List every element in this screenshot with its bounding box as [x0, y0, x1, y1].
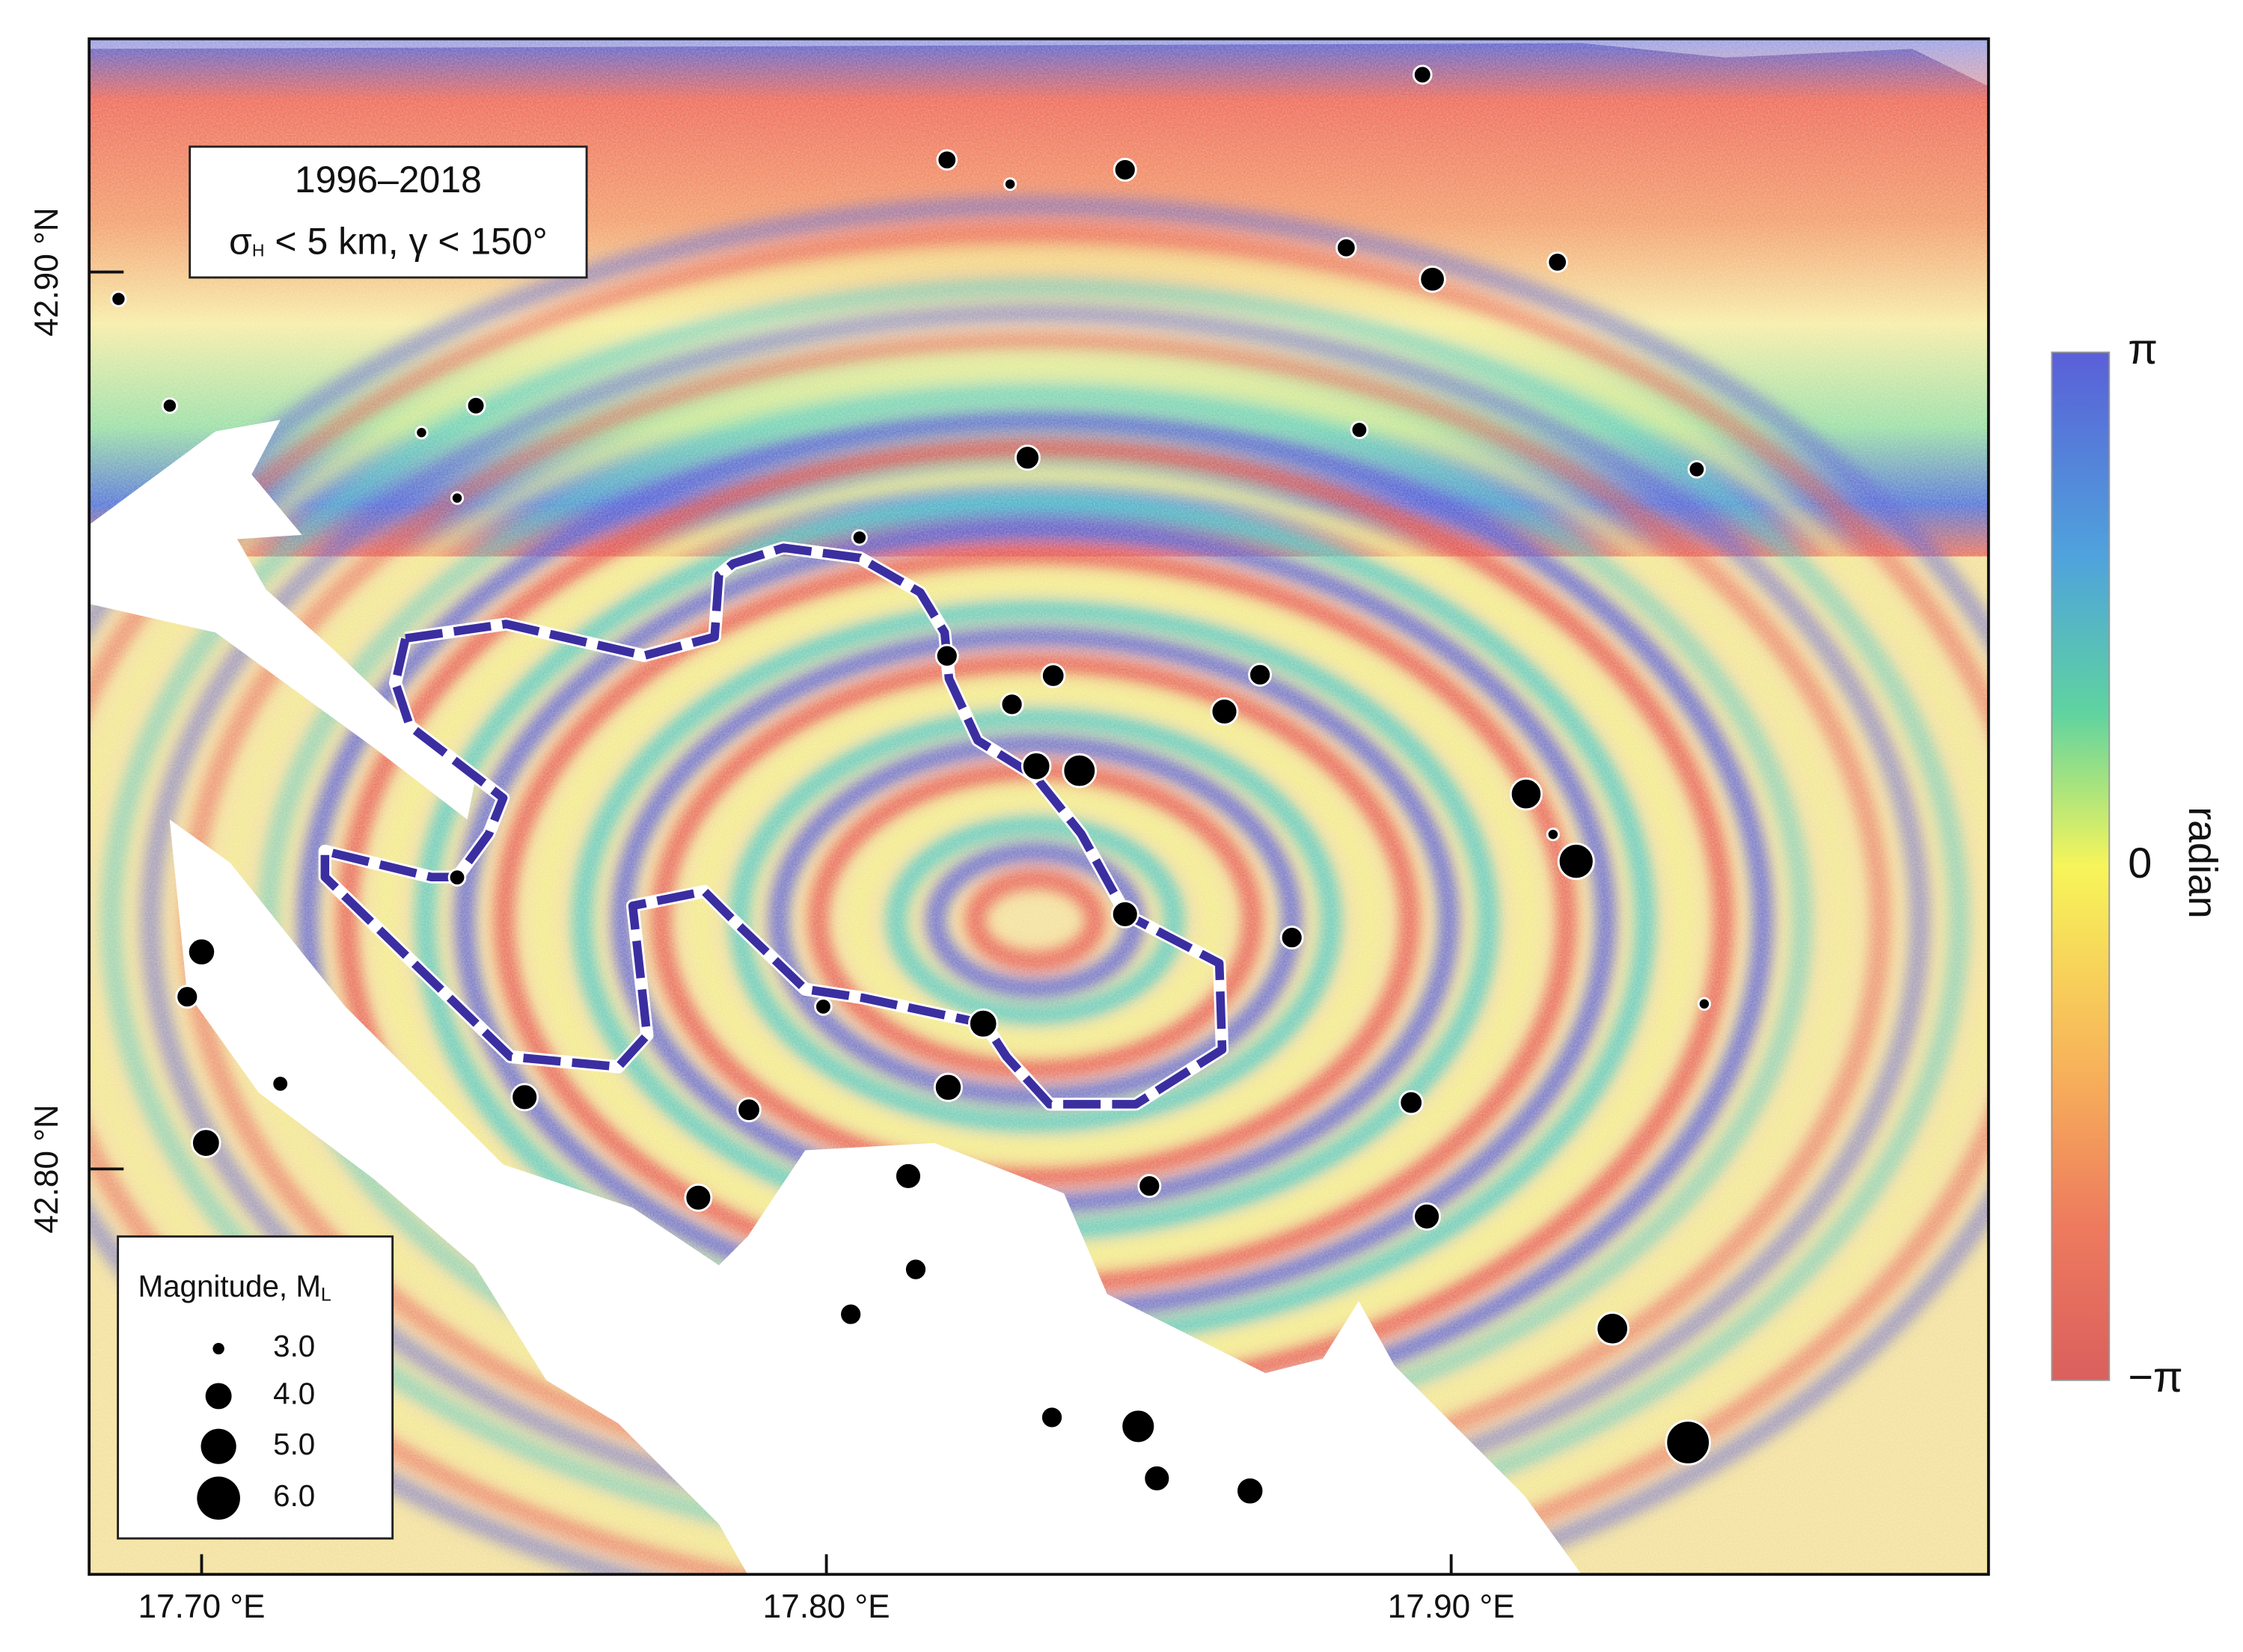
criteria-text: < 5 km, γ < 150° [265, 221, 548, 263]
interferogram [89, 38, 1989, 1575]
map-frame [88, 37, 1990, 1576]
earthquake [1000, 692, 1024, 717]
colorbar-label: radian [2180, 807, 2225, 919]
earthquake [175, 985, 200, 1009]
earthquake [1120, 1408, 1157, 1445]
earthquake [1335, 236, 1357, 259]
legend-label: 4.0 [273, 1377, 315, 1411]
earthquake [684, 1183, 713, 1212]
earthquake [1687, 460, 1707, 479]
earthquake [967, 1008, 999, 1039]
earthquake [934, 643, 959, 668]
earthquake [1350, 420, 1369, 439]
earthquake [1110, 899, 1139, 929]
colorbar-tick-label: −π [2128, 1353, 2182, 1401]
earthquake [1419, 265, 1446, 293]
annotation-box [189, 145, 588, 279]
legend-symbol [205, 1383, 232, 1410]
earthquake [736, 1097, 762, 1123]
legend-symbol [197, 1476, 240, 1520]
legend-entries: 3.0 4.0 5.0 6.0 [197, 1329, 315, 1520]
colorbar-tick-label: 0 [2128, 839, 2152, 887]
earthquake [1235, 1476, 1265, 1506]
legend-title: Magnitude, ML [138, 1268, 331, 1305]
earthquake [839, 1302, 863, 1327]
earthquake [510, 1083, 539, 1112]
axes: 17.70 °E 17.80 °E 17.90 °E 42.80 °N 42.90 °N [28, 207, 1515, 1625]
earthquake [1142, 1464, 1172, 1493]
y-tick-label: 42.80 °N [28, 1104, 65, 1233]
earthquake [1412, 64, 1433, 85]
colorbar [2051, 351, 2111, 1381]
earthquake [1137, 1174, 1162, 1199]
x-tick-label: 17.90 °E [1388, 1588, 1515, 1625]
annotation-period: 1996–2018 [295, 159, 482, 201]
earthquake [1014, 444, 1041, 471]
earthquake [1279, 926, 1304, 950]
earthquake [933, 1072, 964, 1102]
earthquake [1398, 1089, 1424, 1116]
earthquake [110, 290, 127, 308]
x-tick-label: 17.70 °E [138, 1588, 265, 1625]
sigma-subscript: H [252, 240, 265, 260]
legend-title-text: Magnitude, M [138, 1268, 320, 1303]
colorbar-tick-label: π [2128, 325, 2158, 373]
legend-label: 5.0 [273, 1427, 315, 1461]
earthquake [1546, 827, 1560, 842]
earthquake [1697, 997, 1712, 1011]
earthquake [904, 1257, 928, 1282]
earthquake [814, 997, 833, 1016]
earthquake [1248, 662, 1273, 687]
annotation-criteria: σH < 5 km, γ < 150° [229, 221, 548, 263]
legend-label: 6.0 [273, 1478, 315, 1513]
earthquake [894, 1162, 922, 1190]
deformation-outline [320, 543, 1227, 1109]
earthquake [450, 491, 465, 505]
legend-symbol [201, 1428, 236, 1464]
earthquake [1557, 842, 1595, 881]
earthquake [1665, 1419, 1711, 1466]
earthquake [1413, 1202, 1442, 1231]
sigma: σ [229, 221, 252, 263]
earthquake [186, 937, 217, 967]
earthquake [191, 1128, 221, 1158]
earthquake [414, 426, 429, 440]
y-tick-label: 42.90 °N [28, 207, 65, 336]
legend-symbol [212, 1342, 224, 1355]
earthquake [851, 529, 868, 546]
earthquake [1020, 750, 1052, 782]
earthquake [1113, 157, 1137, 182]
earthquakes [110, 64, 1712, 1506]
earthquake [1003, 177, 1018, 192]
earthquake [1040, 1405, 1065, 1430]
earthquake [1595, 1312, 1630, 1346]
earthquake [161, 397, 178, 414]
legend-label: 3.0 [273, 1329, 315, 1363]
colorbar-ticks: π 0 −π [2128, 325, 2182, 1401]
earthquake [465, 395, 486, 416]
earthquake [936, 149, 958, 171]
earthquake [447, 868, 467, 887]
legend-box [117, 1235, 394, 1540]
earthquake [1062, 753, 1098, 789]
legend-title-subscript: L [321, 1284, 331, 1305]
earthquake [1509, 777, 1543, 811]
x-tick-label: 17.80 °E [763, 1588, 890, 1625]
earthquake [1040, 663, 1066, 688]
earthquake [1210, 697, 1239, 726]
earthquake [271, 1074, 290, 1093]
earthquake [1546, 251, 1568, 273]
